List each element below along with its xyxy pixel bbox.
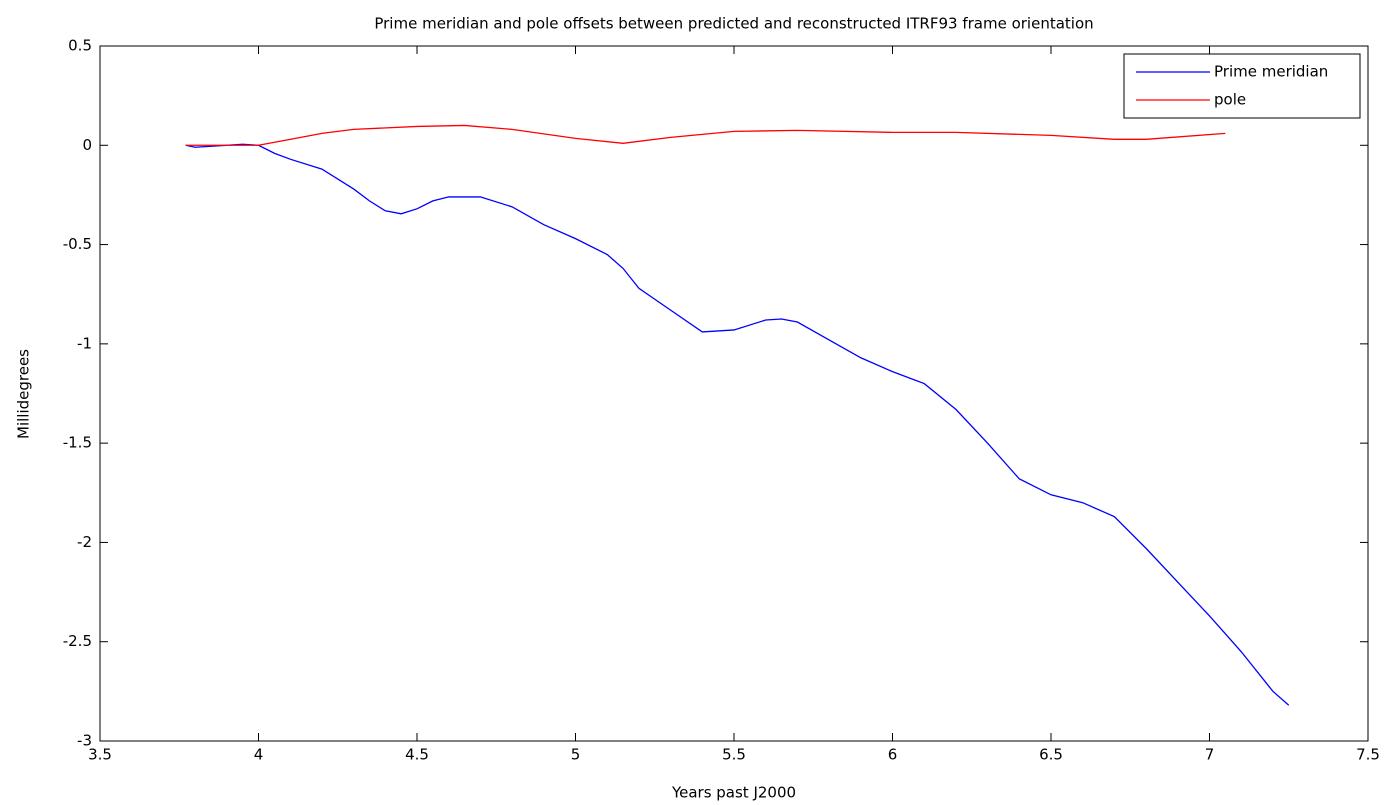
legend-label: pole xyxy=(1214,91,1246,109)
y-tick-label: 0.5 xyxy=(68,37,92,55)
x-tick-label: 4.5 xyxy=(405,746,429,764)
x-tick-label: 7 xyxy=(1205,746,1215,764)
axes-box xyxy=(99,45,1369,742)
y-tick-label: -0.5 xyxy=(63,235,92,253)
x-axis-label: Years past J2000 xyxy=(671,784,796,802)
chart-title: Prime meridian and pole offsets between … xyxy=(374,15,1093,33)
legend-label: Prime meridian xyxy=(1214,63,1328,81)
y-tick-label: -2 xyxy=(77,533,92,551)
y-axis-label: Millidegrees xyxy=(15,349,33,439)
x-tick-label: 3.5 xyxy=(88,746,112,764)
x-tick-label: 7.5 xyxy=(1356,746,1380,764)
x-tick-label: 6.5 xyxy=(1039,746,1063,764)
data-line xyxy=(185,143,1290,706)
y-tick-label: -2.5 xyxy=(63,632,92,650)
y-tick-label: -3 xyxy=(77,732,92,750)
x-tick-label: 5.5 xyxy=(722,746,746,764)
y-tick-label: 0 xyxy=(82,136,92,154)
y-tick-label: -1.5 xyxy=(63,434,92,452)
x-tick-label: 4 xyxy=(254,746,264,764)
x-tick-label: 6 xyxy=(888,746,898,764)
data-line xyxy=(185,124,1226,146)
x-tick-label: 5 xyxy=(571,746,581,764)
legend-box xyxy=(1123,53,1361,119)
y-tick-label: -1 xyxy=(77,334,92,352)
